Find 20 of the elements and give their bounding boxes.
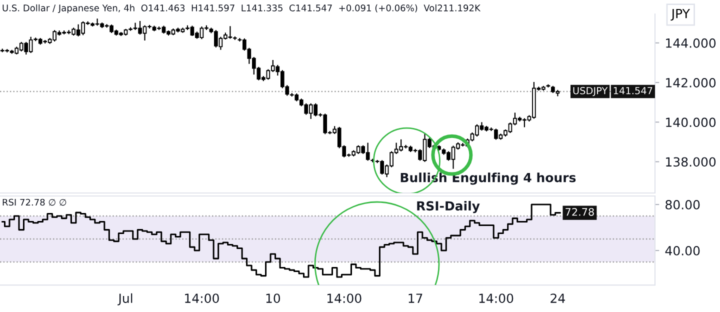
y-tick-label: 140.000 [666,118,716,128]
x-tick-label: 14:00 [327,294,362,304]
x-tick-label: 14:00 [479,294,514,304]
x-tick-label: 14:00 [185,294,219,304]
annotation: 141.547 [614,87,652,94]
chart-title: U.S. Dollar / Japanese Yen, 4h O141.463 H141.597 L141.335 C141.547 +0.091 (+0.06%) Vol211.192K [2,4,481,14]
y-tick-label: 80.00 [666,200,700,210]
x-tick-label: 17 [408,294,422,303]
ref-line-label: USDJPY [573,86,608,96]
x-tick-label: 24 [550,294,565,303]
annotation: RSI-Daily [417,200,480,214]
y-tick-label: 138.000 [666,157,716,167]
y-tick-label: 144.000 [666,38,716,48]
x-tick-label: 10 [266,294,280,304]
data-label: 72.78 [566,208,594,216]
y-tick-label: 142.000 [666,78,716,88]
y-tick-label: 40.00 [665,246,700,256]
x-tick-label: Jul [118,293,132,306]
annotation: RSI 72.78 ∅ ∅ [2,198,66,206]
y-axis-title: JPY [670,9,690,21]
